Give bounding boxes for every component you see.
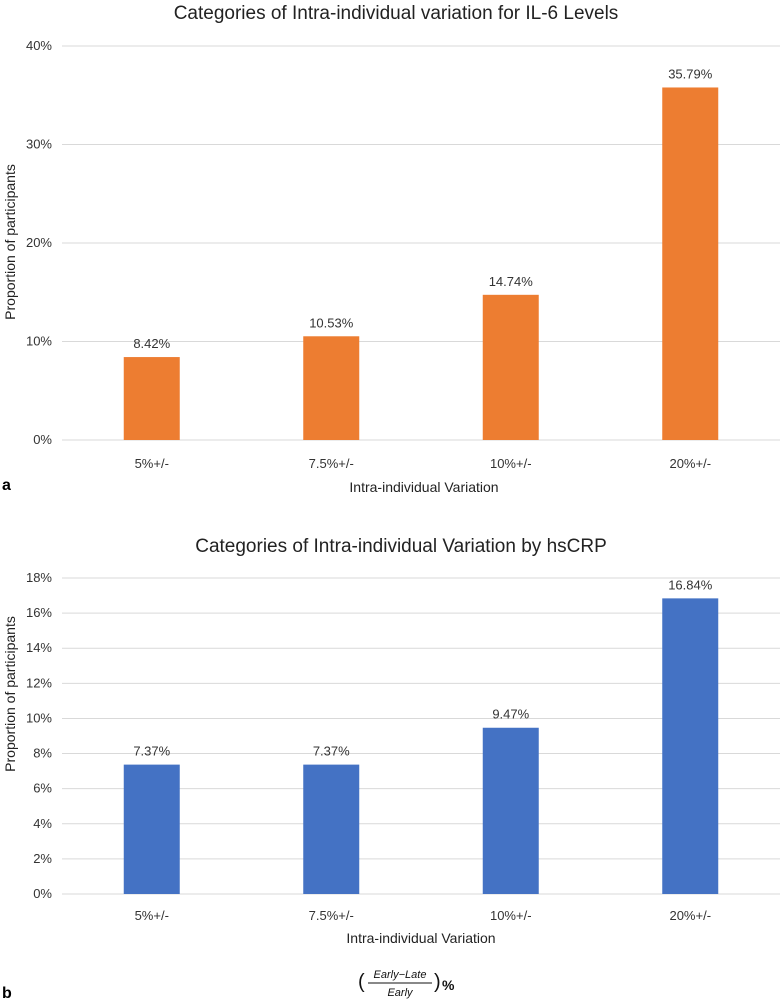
chart-b-data-labels: 7.37% 7.37% 9.47% 16.84% (133, 577, 712, 758)
chart-b-y-tick-label: 16% (26, 605, 52, 620)
chart-a-ylabel: Proportion of participants (2, 164, 18, 320)
chart-b-x-tick-label: 7.5%+/- (309, 908, 354, 923)
chart-a-data-label: 10.53% (309, 315, 354, 330)
chart-b-xlabel: Intra-individual Variation (346, 930, 495, 946)
chart-b-y-ticks: 0% 2% 4% 6% 8% 10% 12% 14% 16% 18% (26, 570, 52, 901)
chart-b-data-label: 7.37% (133, 744, 170, 759)
chart-a-bar (303, 336, 360, 440)
chart-b-y-tick-label: 8% (33, 746, 52, 761)
chart-a: Categories of Intra-individual variation… (2, 3, 780, 495)
chart-b-y-tick-label: 0% (33, 886, 52, 901)
chart-b: Categories of Intra-individual Variation… (2, 536, 780, 1002)
chart-a-x-tick-label: 5%+/- (135, 456, 169, 471)
chart-a-xlabel: Intra-individual Variation (349, 479, 498, 495)
formula-percent: % (442, 977, 455, 993)
chart-a-data-label: 14.74% (489, 274, 534, 289)
chart-a-title: Categories of Intra-individual variation… (174, 3, 619, 24)
chart-a-bars (123, 87, 719, 440)
formula-numerator: Early−Late (374, 969, 427, 981)
chart-a-y-tick-label: 10% (26, 334, 52, 349)
chart-a-x-tick-label: 10%+/- (490, 456, 532, 471)
formula-open-paren: ( (358, 971, 365, 993)
chart-a-data-labels: 8.42% 10.53% 14.74% 35.79% (133, 66, 712, 351)
chart-a-x-ticks: 5%+/- 7.5%+/- 10%+/- 20%+/- (135, 456, 711, 471)
chart-a-y-ticks: 0% 10% 20% 30% 40% (26, 38, 52, 447)
chart-b-bar (123, 764, 180, 894)
chart-b-data-label: 7.37% (313, 744, 350, 759)
chart-b-data-label: 9.47% (492, 707, 529, 722)
chart-a-data-label: 8.42% (133, 336, 170, 351)
chart-a-bar (123, 357, 180, 440)
chart-a-y-tick-label: 40% (26, 38, 52, 53)
chart-b-y-tick-label: 12% (26, 675, 52, 690)
chart-a-bar (662, 87, 719, 440)
chart-b-bar (482, 727, 539, 894)
chart-b-x-ticks: 5%+/- 7.5%+/- 10%+/- 20%+/- (135, 908, 711, 923)
chart-b-bar (303, 764, 360, 894)
chart-b-data-label: 16.84% (668, 577, 713, 592)
chart-b-x-tick-label: 10%+/- (490, 908, 532, 923)
chart-b-title: Categories of Intra-individual Variation… (195, 536, 607, 557)
chart-b-gridlines (62, 577, 780, 895)
chart-b-y-tick-label: 14% (26, 640, 52, 655)
formula-close-paren: ) (434, 971, 441, 993)
chart-a-x-tick-label: 20%+/- (669, 456, 711, 471)
chart-b-y-tick-label: 4% (33, 816, 52, 831)
chart-a-x-tick-label: 7.5%+/- (309, 456, 354, 471)
chart-b-panel-label: b (2, 985, 12, 1002)
chart-b-y-tick-label: 6% (33, 781, 52, 796)
chart-b-y-tick-label: 18% (26, 570, 52, 585)
chart-b-bar (662, 598, 719, 894)
chart-b-x-tick-label: 5%+/- (135, 908, 169, 923)
chart-b-bars (123, 598, 719, 894)
chart-a-data-label: 35.79% (668, 66, 713, 81)
formula-denominator: Early (387, 987, 414, 999)
chart-b-y-tick-label: 2% (33, 851, 52, 866)
chart-a-y-tick-label: 20% (26, 235, 52, 250)
chart-a-panel-label: a (2, 477, 11, 494)
chart-a-y-tick-label: 0% (33, 432, 52, 447)
formula: ( Early−Late Early ) % (358, 969, 455, 999)
chart-a-gridlines (62, 45, 780, 441)
chart-b-y-tick-label: 10% (26, 710, 52, 725)
chart-a-y-tick-label: 30% (26, 137, 52, 152)
chart-b-x-tick-label: 20%+/- (669, 908, 711, 923)
chart-b-ylabel: Proportion of participants (2, 616, 18, 772)
chart-a-bar (482, 294, 539, 440)
